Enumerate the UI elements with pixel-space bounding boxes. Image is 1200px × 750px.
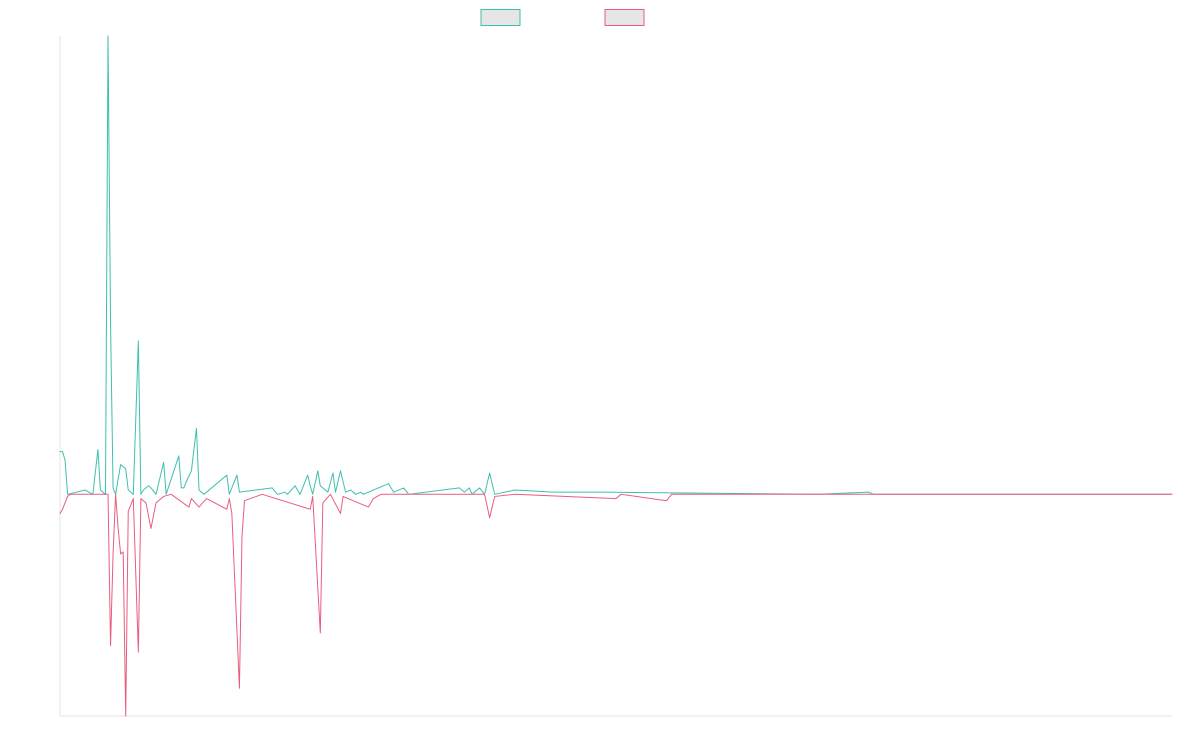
legend-item-1[interactable] bbox=[480, 9, 521, 26]
legend-swatch bbox=[604, 9, 645, 26]
legend bbox=[480, 9, 645, 26]
axes bbox=[59, 36, 1172, 717]
series-layer bbox=[59, 35, 1173, 717]
series-line-1 bbox=[59, 35, 1173, 495]
legend-swatch bbox=[480, 9, 521, 26]
series-line-2 bbox=[59, 493, 1173, 717]
legend-item-2[interactable] bbox=[604, 9, 645, 26]
